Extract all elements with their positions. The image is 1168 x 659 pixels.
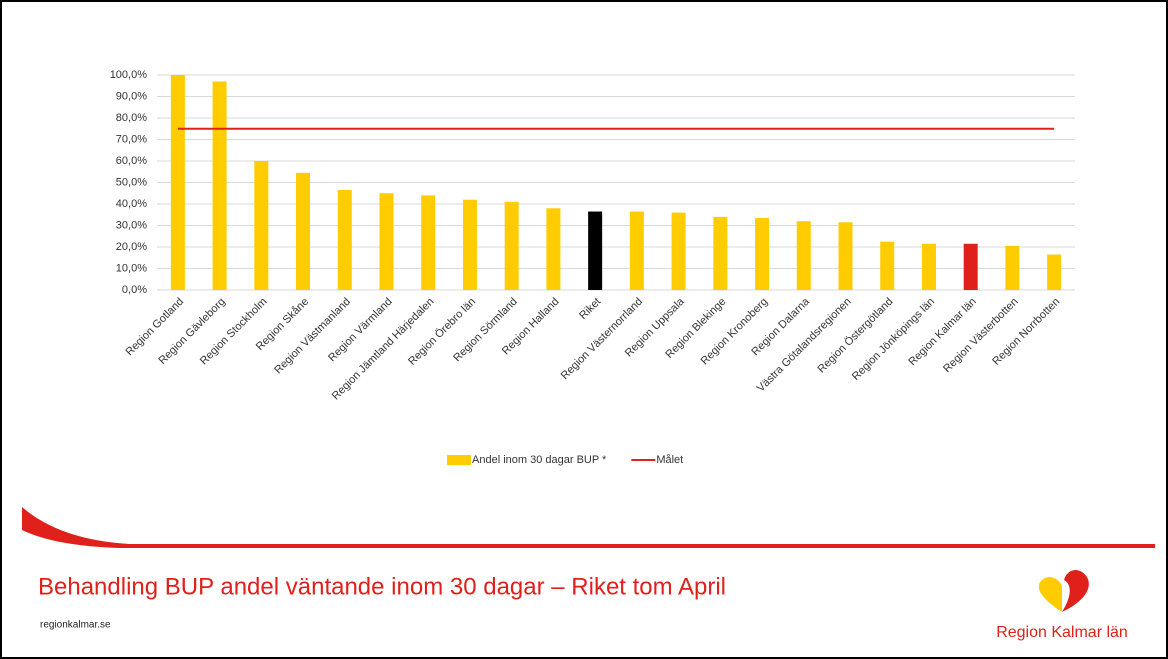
bar <box>296 172 311 290</box>
legend-swatch <box>447 455 471 465</box>
bar <box>629 211 644 290</box>
y-tick-label: 20,0% <box>116 241 147 253</box>
bar <box>504 201 519 290</box>
bar <box>337 190 352 290</box>
y-tick-label: 70,0% <box>116 133 147 145</box>
bar <box>379 193 394 290</box>
bar <box>588 211 603 290</box>
footer: regionkalmar.se <box>40 620 111 631</box>
y-tick-label: 0,0% <box>122 284 147 296</box>
logo-text: Region Kalmar län <box>996 624 1128 641</box>
bar <box>671 212 686 290</box>
bar <box>462 199 477 290</box>
bar <box>880 241 895 290</box>
bar <box>546 208 561 290</box>
bar <box>796 221 811 290</box>
bar <box>421 195 436 290</box>
bar <box>170 75 185 290</box>
bar <box>921 243 936 290</box>
y-tick-label: 40,0% <box>116 198 147 210</box>
y-tick-label: 90,0% <box>116 90 147 102</box>
y-tick-label: 10,0% <box>116 262 147 274</box>
bar <box>1047 254 1062 290</box>
y-tick-label: 100,0% <box>110 69 148 81</box>
logo-heart-left <box>1038 577 1062 612</box>
bar <box>713 216 728 290</box>
bar <box>838 222 853 290</box>
bar <box>963 243 978 290</box>
bar <box>1005 245 1020 290</box>
bar <box>254 161 269 290</box>
y-tick-label: 50,0% <box>116 176 147 188</box>
logo-heart-right <box>1062 569 1089 612</box>
y-tick-label: 60,0% <box>116 155 147 167</box>
bar <box>212 81 227 290</box>
legend-label: Målet <box>656 454 683 466</box>
y-tick-label: 80,0% <box>116 112 147 124</box>
legend-label: Andel inom 30 dagar BUP * <box>472 454 607 466</box>
bar <box>755 217 770 290</box>
slide-title: Behandling BUP andel väntande inom 30 da… <box>38 573 726 600</box>
y-tick-label: 30,0% <box>116 219 147 231</box>
